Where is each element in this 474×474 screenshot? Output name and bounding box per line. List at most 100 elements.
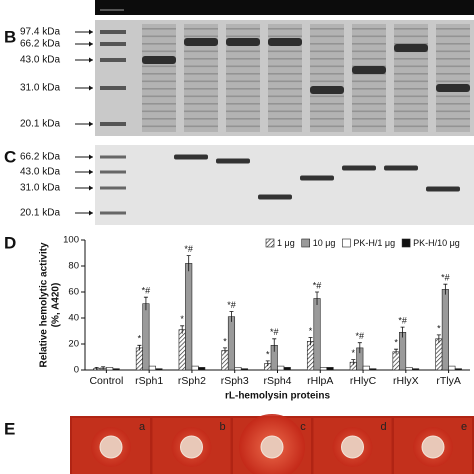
x-tick-label: rHlyX (393, 375, 419, 387)
x-tick-label: rSph3 (221, 375, 249, 387)
significance-mark: * (223, 336, 227, 346)
error-bar (351, 359, 356, 365)
gel-band (184, 73, 218, 75)
error-bar (180, 325, 185, 334)
panel-letter: E (4, 419, 15, 438)
gel-band (394, 58, 428, 60)
gel-band (142, 28, 176, 30)
gel-lane (394, 24, 428, 132)
error-bar (94, 367, 99, 370)
panel-letter: C (4, 147, 16, 166)
error-bar (265, 360, 270, 367)
gel-band (268, 118, 302, 120)
gel-band (426, 186, 460, 192)
gel-band (394, 95, 428, 98)
bar (306, 341, 315, 371)
gel-band (174, 154, 208, 160)
bar (234, 367, 242, 371)
marker-band (100, 58, 126, 62)
error-bar (400, 326, 405, 338)
gel-band (352, 95, 386, 98)
bar (142, 303, 150, 371)
significance-mark: *# (184, 244, 193, 254)
significance-mark: *# (270, 327, 279, 337)
gel-band (142, 110, 176, 113)
plate-label: c (300, 421, 306, 433)
error-bar (101, 366, 106, 370)
gel-band (184, 38, 218, 46)
x-axis-title: rL-hemolysin proteins (225, 391, 330, 402)
gel-band (384, 165, 418, 171)
gel-band (226, 28, 260, 30)
gel-band (142, 35, 176, 38)
gel-band (436, 80, 470, 83)
legend-label: PK-H/10 μg (413, 238, 460, 248)
gel-band (184, 28, 218, 30)
gel-band (436, 110, 470, 113)
gel-band (142, 43, 176, 45)
significance-mark: * (309, 326, 313, 336)
marker-band (100, 186, 126, 190)
gel-band (310, 73, 344, 75)
mw-label: 97.4 kDa (20, 27, 60, 38)
y-axis-title: (%, A420) (51, 283, 62, 328)
gel-band (258, 194, 292, 200)
bar (178, 329, 186, 371)
bar (405, 367, 413, 371)
significance-mark: *# (142, 286, 151, 296)
x-tick-label: rHlpA (307, 375, 333, 387)
gel-band (394, 73, 428, 75)
gel-band (216, 158, 250, 164)
gel-lane (436, 24, 470, 132)
legend-swatch (301, 238, 311, 248)
gel-band (436, 73, 470, 75)
mw-label: 66.2 kDa (20, 39, 60, 50)
gel-band (184, 88, 218, 90)
gel-band (436, 28, 470, 30)
gel-band (352, 88, 386, 90)
gel-band (226, 103, 260, 105)
gel-band (184, 50, 218, 53)
bar (148, 365, 156, 371)
gel-band (352, 66, 386, 74)
error-bar (394, 348, 399, 355)
bar (313, 298, 321, 371)
gel-band (184, 110, 218, 113)
mw-arrowhead (89, 210, 93, 216)
significance-mark: * (266, 349, 270, 359)
error-bar (229, 311, 234, 322)
gel-lane (310, 24, 344, 132)
gel-band (352, 110, 386, 113)
significance-mark: *# (356, 331, 365, 341)
plate-label: e (461, 421, 467, 433)
bar (454, 368, 462, 371)
gel-band (310, 28, 344, 30)
legend-label: 1 μg (277, 238, 295, 248)
panel-letter: B (4, 27, 16, 46)
gel-band (300, 175, 334, 181)
legend-swatch (265, 238, 275, 248)
mw-label: 20.1 kDa (20, 119, 60, 130)
gel-band (184, 125, 218, 128)
plate-label: d (380, 421, 386, 433)
bar (185, 263, 193, 371)
gel-band (142, 125, 176, 128)
gel-band (268, 103, 302, 105)
bar (277, 365, 285, 371)
mw-label: 31.0 kDa (20, 83, 60, 94)
gel-band (268, 38, 302, 46)
gel-band (310, 43, 344, 45)
gel-band (352, 118, 386, 120)
legend-label: 10 μg (313, 238, 336, 248)
gel-band (268, 65, 302, 68)
gel-lane (352, 24, 386, 132)
x-tick-label: rSph2 (178, 375, 206, 387)
gel-band (310, 86, 344, 94)
bar (392, 351, 400, 371)
legend-label: PK-H/1 μg (353, 238, 395, 248)
gel-band (184, 95, 218, 98)
panel-a-band (100, 9, 124, 11)
plate-label: a (139, 421, 146, 433)
significance-mark: *# (441, 273, 450, 283)
mw-arrowhead (89, 41, 93, 47)
